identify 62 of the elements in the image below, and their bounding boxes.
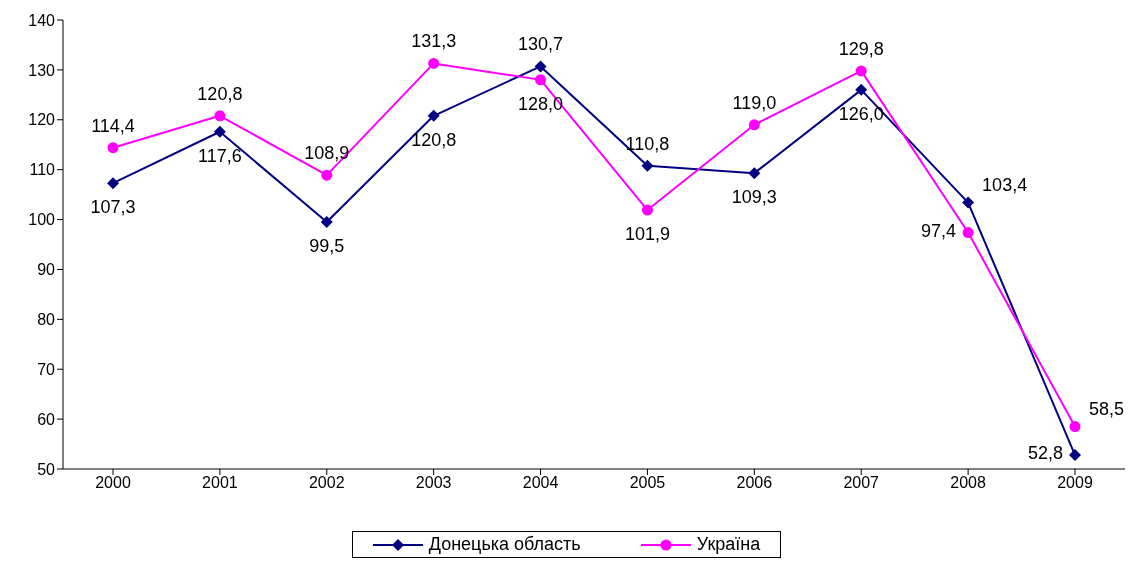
data-label: 110,8 <box>625 133 670 154</box>
x-tick-label: 2009 <box>1057 474 1093 492</box>
x-tick-label: 2002 <box>308 474 345 492</box>
legend-label: Донецька область <box>427 534 581 555</box>
x-tick-label: 2006 <box>736 474 773 492</box>
point <box>321 169 333 181</box>
data-label: 131,3 <box>411 31 457 52</box>
x-tick-label: 2004 <box>522 474 559 492</box>
y-tick-label: 130 <box>28 61 56 79</box>
x-tick-label: 2001 <box>202 474 238 492</box>
data-label: 107,3 <box>90 197 136 218</box>
point <box>962 196 975 209</box>
point <box>962 227 974 239</box>
point <box>213 125 226 138</box>
data-label: 58,5 <box>1089 398 1125 419</box>
y-tick-label: 90 <box>37 261 56 279</box>
data-label: 108,9 <box>304 143 350 164</box>
point <box>107 142 119 154</box>
data-label: 103,4 <box>982 174 1028 195</box>
data-label: 99,5 <box>309 236 345 257</box>
point <box>748 167 761 180</box>
y-tick-label: 60 <box>37 410 56 428</box>
point <box>534 60 547 73</box>
y-tick-label: 110 <box>29 161 56 179</box>
y-tick-label: 70 <box>37 360 56 378</box>
data-label: 119,0 <box>732 92 777 113</box>
point <box>1069 421 1081 433</box>
data-label: 120,8 <box>411 129 457 150</box>
y-tick-label: 120 <box>28 111 56 129</box>
point <box>855 65 867 77</box>
data-label: 129,8 <box>838 38 884 59</box>
x-tick-label: 2008 <box>950 474 987 492</box>
data-label: 114,4 <box>91 115 135 136</box>
point <box>855 83 868 96</box>
data-label: 128,0 <box>518 93 564 114</box>
y-tick-label: 80 <box>37 311 56 329</box>
data-label: 130,7 <box>518 34 564 55</box>
y-tick-label: 140 <box>28 11 56 29</box>
point <box>641 204 653 216</box>
data-label: 101,9 <box>624 224 670 245</box>
data-label: 97,4 <box>921 220 957 241</box>
point <box>214 110 226 122</box>
y-tick-label: 50 <box>37 460 56 478</box>
data-label: 109,3 <box>731 187 777 208</box>
legend-label: Україна <box>695 534 761 555</box>
point <box>428 57 440 69</box>
point <box>748 119 760 131</box>
data-label: 126,0 <box>838 103 884 124</box>
y-tick-label: 100 <box>28 211 56 229</box>
data-label: 52,8 <box>1027 443 1063 464</box>
point <box>641 159 654 172</box>
x-tick-label: 2000 <box>95 474 131 492</box>
x-tick-label: 2005 <box>629 474 666 492</box>
point <box>107 177 119 190</box>
point <box>1069 449 1081 462</box>
point <box>320 216 333 229</box>
data-label: 120,8 <box>197 83 243 104</box>
point <box>427 109 440 122</box>
x-tick-label: 2007 <box>843 474 880 492</box>
x-tick-label: 2003 <box>415 474 452 492</box>
point <box>535 74 547 86</box>
data-label: 117,6 <box>198 145 242 166</box>
